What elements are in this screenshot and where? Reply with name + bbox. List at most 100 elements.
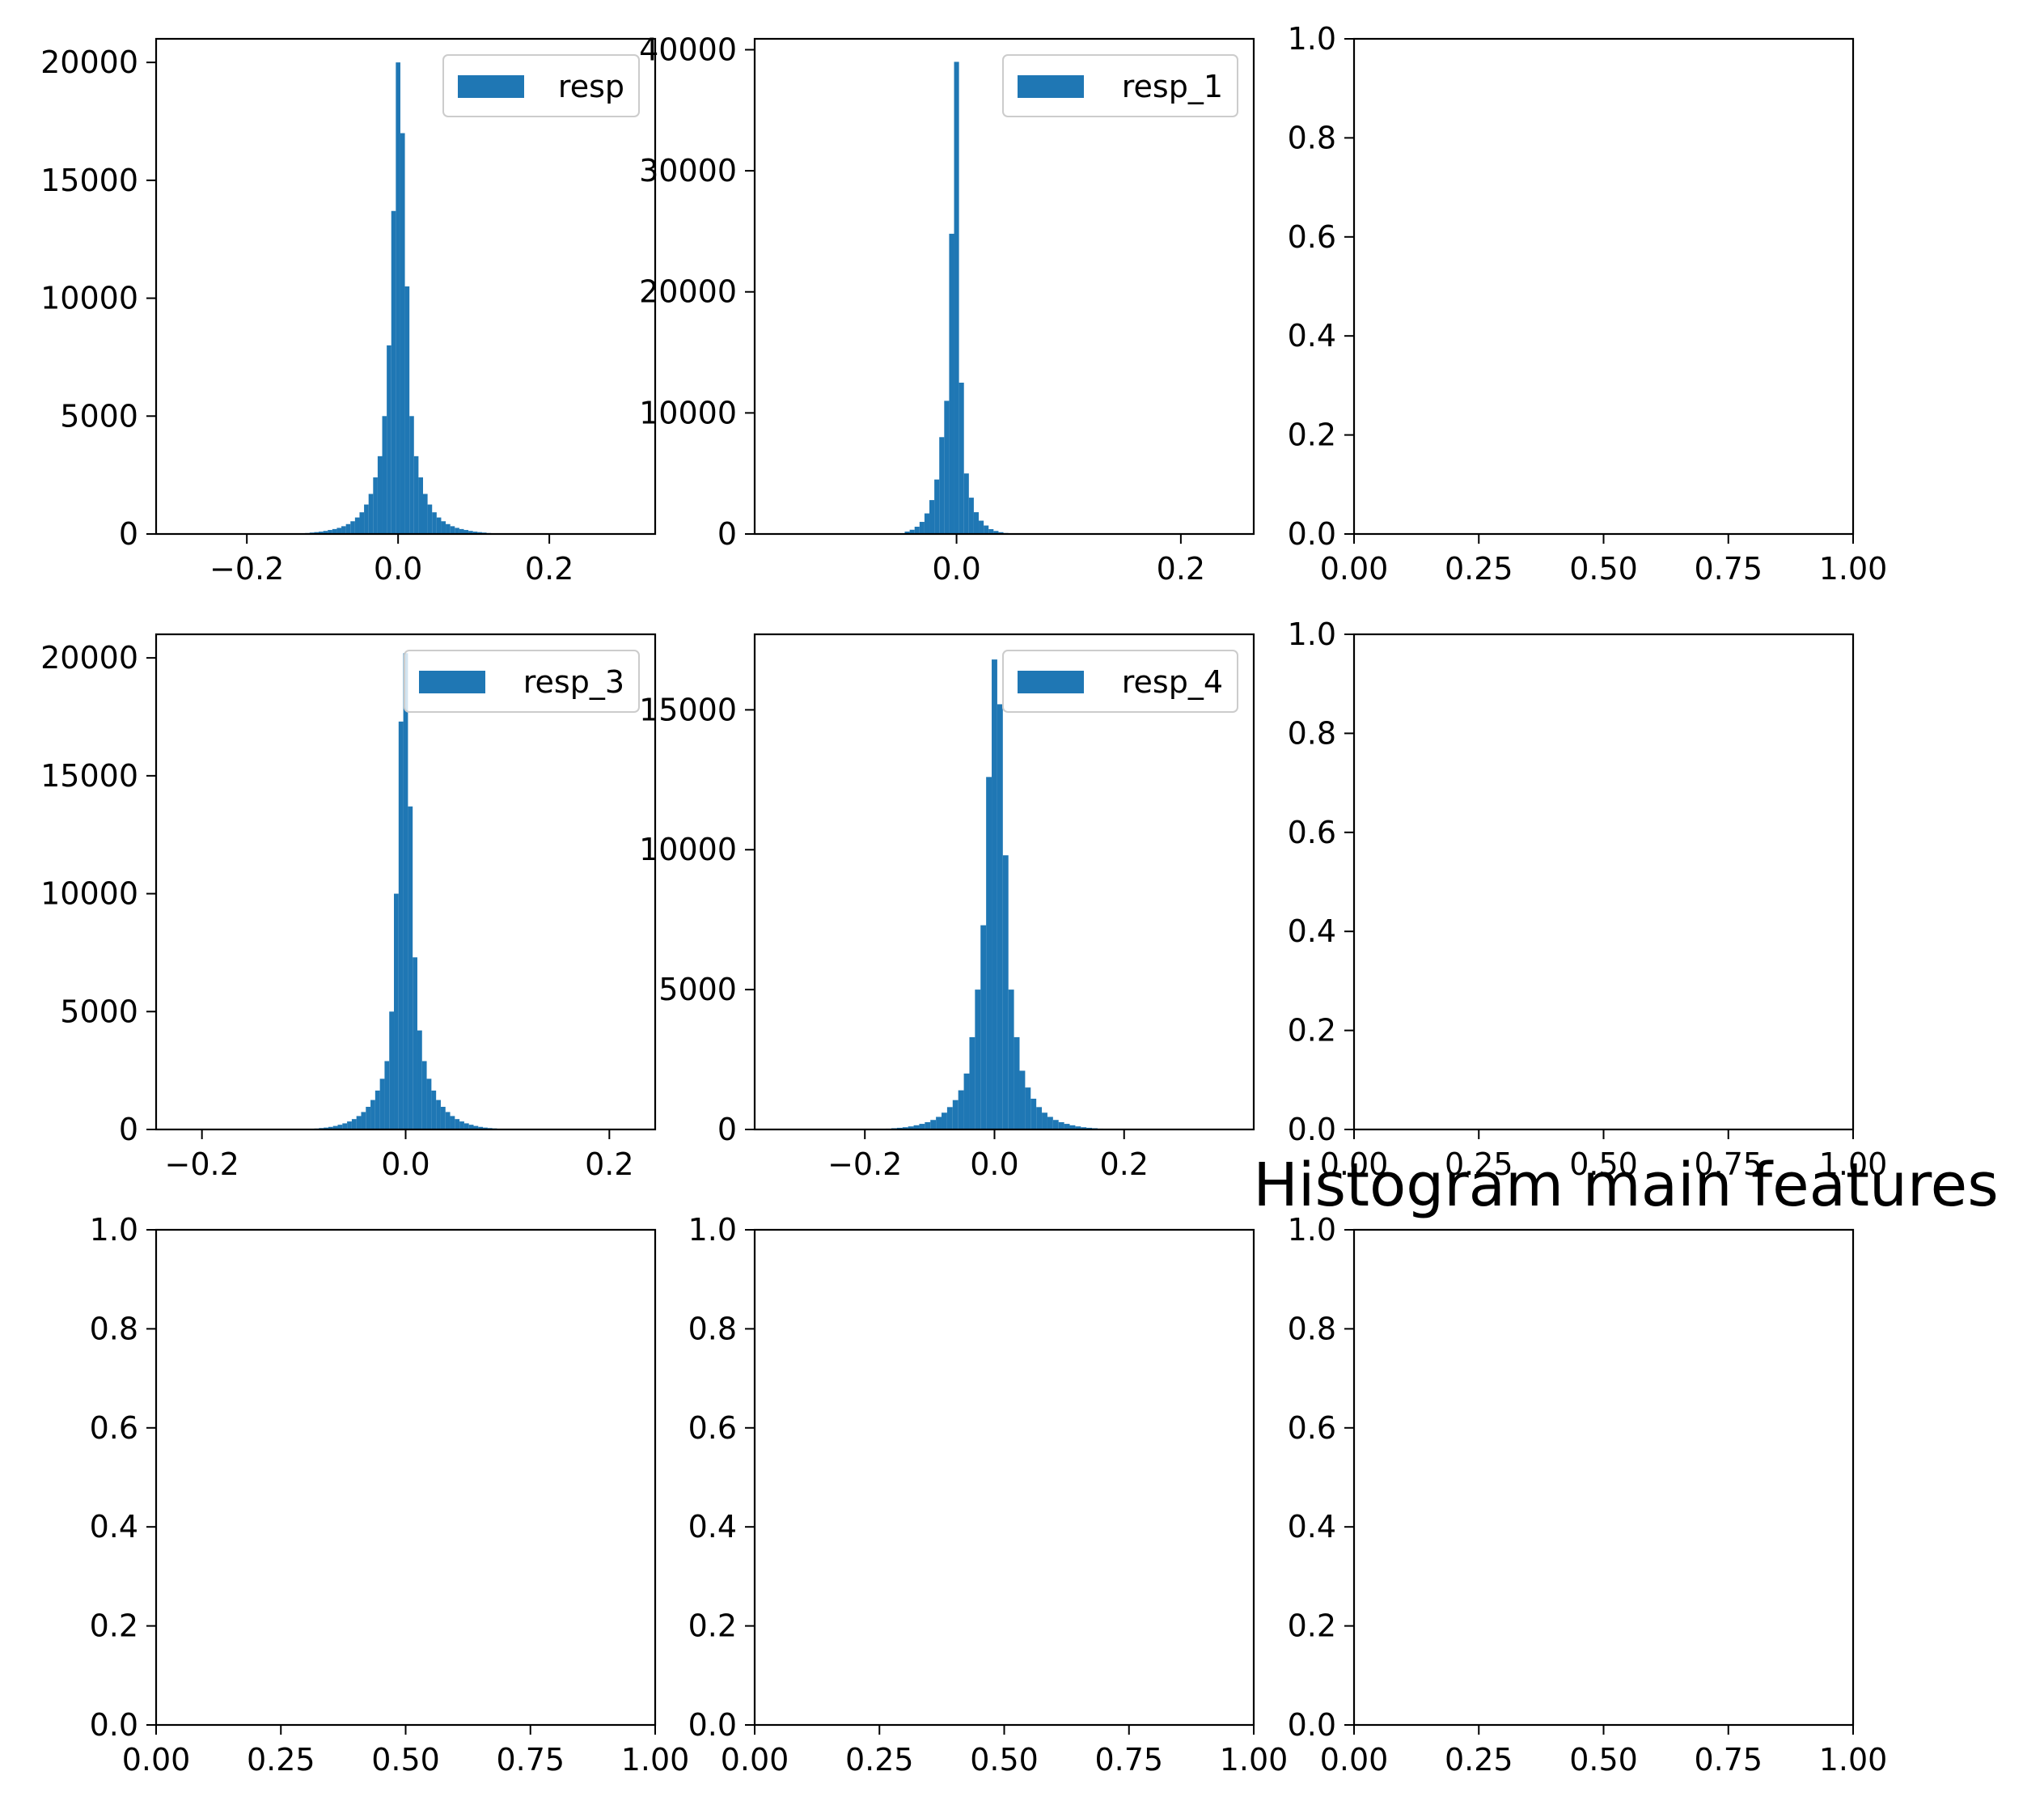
histogram-bar xyxy=(998,532,1004,534)
x-tick-label: 0.75 xyxy=(496,1742,565,1778)
y-tick-label: 0.8 xyxy=(1288,1311,1336,1346)
x-tick-label: 0.00 xyxy=(721,1742,789,1778)
histogram-bar xyxy=(483,1127,488,1129)
y-tick-label: 0 xyxy=(119,1112,138,1147)
histogram-bars xyxy=(305,62,492,534)
y-tick-label: 0.2 xyxy=(1288,417,1336,453)
y-tick-label: 0 xyxy=(119,516,138,552)
histogram-bar xyxy=(394,893,399,1129)
histogram-bar xyxy=(904,532,910,534)
histogram-bar xyxy=(359,512,365,534)
histogram-bar xyxy=(944,400,950,534)
y-tick-label: 1.0 xyxy=(688,1212,737,1248)
legend-label: resp_3 xyxy=(523,664,624,700)
y-tick-label: 0.0 xyxy=(1288,1112,1336,1147)
histogram-bar xyxy=(949,233,954,534)
y-tick-label: 1.0 xyxy=(1288,617,1336,652)
histogram-bar xyxy=(417,1030,422,1129)
histogram-bar xyxy=(969,1036,975,1129)
histogram-bar xyxy=(324,1127,328,1129)
histogram-bar xyxy=(413,456,419,534)
histogram-bar xyxy=(908,1126,914,1129)
x-tick-label: −0.2 xyxy=(165,1146,239,1182)
histogram-bar xyxy=(963,1073,970,1129)
x-tick-label: 0.75 xyxy=(1694,1146,1763,1182)
y-tick-label: 10000 xyxy=(40,876,138,912)
axes-frame xyxy=(753,633,1255,1131)
histogram-bar xyxy=(347,1121,352,1129)
histogram-bar xyxy=(404,286,410,534)
histogram-bar xyxy=(968,498,974,534)
x-tick-label: 0.00 xyxy=(1320,1742,1389,1778)
histogram-bar xyxy=(446,523,451,534)
histogram-bar xyxy=(1030,1098,1037,1129)
histogram-bar xyxy=(1064,1124,1070,1129)
histogram-bar xyxy=(1047,1117,1053,1129)
x-tick-label: 0.75 xyxy=(1094,1742,1163,1778)
histogram-bar xyxy=(1008,989,1014,1129)
y-tick-label: 0 xyxy=(717,516,737,552)
histogram-bar xyxy=(942,1112,947,1129)
x-tick-label: 0.0 xyxy=(381,1146,430,1182)
histogram-bar xyxy=(436,517,442,534)
y-tick-label: 0.8 xyxy=(688,1311,737,1346)
y-tick-label: 0.6 xyxy=(90,1410,138,1446)
legend-swatch xyxy=(1018,671,1084,693)
histogram-bar xyxy=(427,504,433,534)
y-tick-label: 20000 xyxy=(639,274,737,310)
histogram-bar xyxy=(463,530,469,534)
y-tick-label: 20000 xyxy=(40,640,138,676)
y-tick-label: 0.4 xyxy=(1288,318,1336,354)
histogram-bar xyxy=(423,494,428,534)
y-tick-label: 0.6 xyxy=(1288,1410,1336,1446)
axes-frame xyxy=(154,37,657,536)
legend-label: resp_4 xyxy=(1122,664,1223,700)
histogram-bar xyxy=(1058,1122,1064,1129)
x-tick-label: 1.00 xyxy=(1819,1146,1888,1182)
legend-swatch xyxy=(419,671,485,693)
histogram-bar xyxy=(975,989,981,1129)
histogram-bar xyxy=(418,477,423,534)
histogram-bar xyxy=(930,1120,937,1129)
histogram-bar xyxy=(431,1090,437,1129)
histogram-bar xyxy=(377,456,383,534)
y-tick-label: 0.4 xyxy=(90,1509,138,1545)
histogram-bar xyxy=(421,1061,427,1129)
y-tick-label: 15000 xyxy=(639,692,737,727)
y-tick-label: 1.0 xyxy=(90,1212,138,1248)
histogram-bar xyxy=(350,521,355,534)
x-tick-label: 0.75 xyxy=(1694,1742,1763,1778)
histogram-bar xyxy=(958,1090,964,1129)
y-tick-label: 5000 xyxy=(658,972,737,1007)
x-tick-label: 0.0 xyxy=(374,551,422,587)
histogram-bar xyxy=(459,528,464,534)
histogram-bar xyxy=(468,531,473,534)
x-tick-label: 1.00 xyxy=(1220,1742,1289,1778)
x-tick-label: 0.50 xyxy=(970,1742,1039,1778)
x-tick-label: 0.50 xyxy=(1569,1146,1638,1182)
histogram-bar xyxy=(337,1125,343,1129)
histogram-bar xyxy=(398,721,404,1129)
subplot-3: 0.00 0.25 0.50 0.75 1.00 0.0 0.2 0.4 0.6 0.8 1.0 xyxy=(1288,21,1888,587)
legend-label: resp xyxy=(558,69,624,104)
histogram-bar xyxy=(382,416,387,534)
histogram-bar xyxy=(356,1116,362,1129)
histogram-bar xyxy=(936,1117,942,1129)
y-tick-label: 0.2 xyxy=(688,1608,737,1644)
y-tick-label: 0.0 xyxy=(1288,1707,1336,1743)
x-tick-label: 0.0 xyxy=(932,551,980,587)
histogram-bar xyxy=(384,1061,390,1129)
histogram-bar xyxy=(375,1090,380,1129)
x-tick-label: 0.0 xyxy=(970,1146,1018,1182)
histogram-bar xyxy=(925,1122,931,1129)
x-tick-label: 1.00 xyxy=(1819,1742,1888,1778)
histogram-bar xyxy=(1069,1125,1076,1129)
histogram-bar xyxy=(370,1100,375,1129)
histogram-bar xyxy=(1052,1120,1059,1129)
x-tick-label: 0.25 xyxy=(845,1742,914,1778)
y-tick-label: 0.2 xyxy=(90,1608,138,1644)
x-tick-label: 0.25 xyxy=(1445,1146,1513,1182)
histogram-bar xyxy=(328,530,332,534)
